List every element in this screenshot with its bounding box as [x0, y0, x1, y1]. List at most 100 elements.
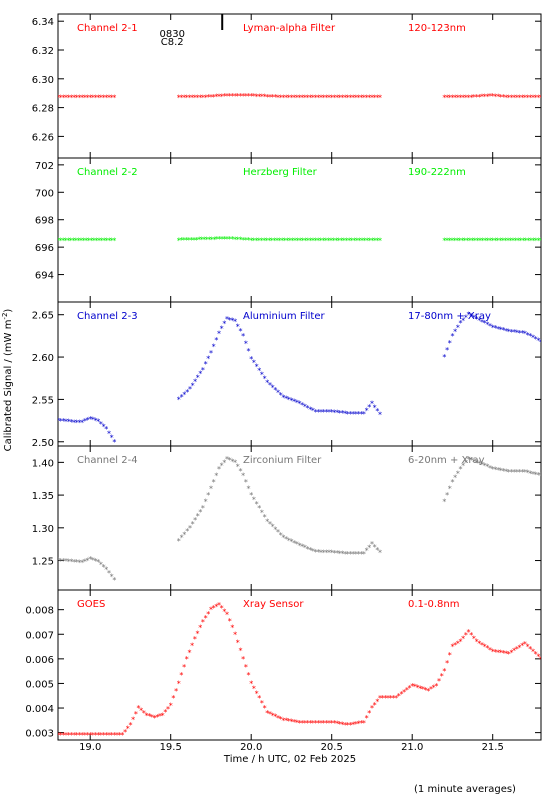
- data-point: *: [298, 719, 302, 728]
- y-tick-label: 696: [35, 243, 54, 254]
- data-point: *: [80, 94, 84, 103]
- data-point: *: [59, 94, 63, 103]
- x-tick-label: 20.5: [321, 742, 343, 753]
- data-point: *: [257, 367, 261, 376]
- data-point: *: [351, 94, 355, 103]
- data-point: *: [206, 354, 210, 363]
- data-point: *: [316, 548, 320, 557]
- data-point: *: [196, 374, 200, 383]
- data-point: *: [252, 495, 256, 504]
- data-point: *: [477, 639, 481, 648]
- data-point: *: [483, 93, 487, 102]
- data-point: *: [262, 236, 266, 245]
- data-point: *: [104, 566, 108, 575]
- data-point: *: [247, 347, 251, 356]
- data-point: *: [493, 465, 497, 474]
- data-point: *: [91, 416, 95, 425]
- data-series: ****************************************…: [58, 92, 541, 103]
- data-point: *: [498, 236, 502, 245]
- data-point: *: [308, 405, 312, 414]
- data-point: *: [402, 688, 406, 697]
- data-point: *: [187, 94, 191, 103]
- data-point: *: [298, 236, 302, 245]
- data-point: *: [252, 92, 256, 101]
- data-point: *: [64, 731, 68, 740]
- data-point: *: [496, 236, 500, 245]
- data-point: *: [222, 92, 226, 101]
- data-point: *: [539, 655, 543, 664]
- data-point: *: [475, 236, 479, 245]
- data-point: *: [496, 93, 500, 102]
- data-point: *: [212, 93, 216, 102]
- data-point: *: [485, 321, 489, 330]
- data-point: *: [201, 94, 205, 103]
- data-point: *: [230, 92, 234, 101]
- data-point: *: [247, 236, 251, 245]
- y-tick-label: 700: [35, 188, 54, 199]
- data-point: *: [448, 94, 452, 103]
- data-point: *: [442, 667, 446, 676]
- data-point: *: [524, 236, 528, 245]
- y-tick-label: 698: [35, 216, 54, 227]
- data-point: *: [271, 93, 275, 102]
- data-point: *: [56, 557, 60, 566]
- data-point: *: [96, 417, 100, 426]
- x-axis-label: Time / h UTC, 02 Feb 2025: [223, 754, 356, 765]
- data-point: *: [408, 684, 412, 693]
- data-point: *: [287, 94, 291, 103]
- data-point: *: [493, 236, 497, 245]
- data-point: *: [249, 491, 253, 500]
- data-point: *: [267, 236, 271, 245]
- data-point: *: [150, 713, 154, 722]
- data-point: *: [241, 471, 245, 480]
- data-point: *: [83, 94, 87, 103]
- data-point: *: [488, 92, 492, 101]
- data-point: *: [190, 642, 194, 651]
- data-point: *: [260, 699, 264, 708]
- data-point: *: [478, 236, 482, 245]
- data-point: *: [59, 731, 63, 740]
- data-point: *: [107, 94, 111, 103]
- data-point: *: [102, 563, 106, 572]
- data-point: *: [263, 93, 267, 102]
- footnote: (1 minute averages): [414, 784, 516, 795]
- data-point: *: [292, 718, 296, 727]
- data-point: *: [222, 607, 226, 616]
- data-point: *: [295, 94, 299, 103]
- data-point: *: [314, 548, 318, 557]
- data-point: *: [99, 731, 103, 740]
- data-point: *: [244, 236, 248, 245]
- data-point: *: [230, 457, 234, 466]
- data-point: *: [516, 236, 520, 245]
- data-point: *: [145, 711, 149, 720]
- data-point: *: [67, 94, 71, 103]
- data-point: *: [306, 236, 310, 245]
- data-point: *: [75, 558, 79, 567]
- data-point: *: [99, 94, 103, 103]
- data-point: *: [526, 643, 530, 652]
- data-point: *: [469, 93, 473, 102]
- data-point: *: [327, 408, 331, 417]
- data-point: *: [171, 694, 175, 703]
- y-tick-label: 2.65: [32, 311, 54, 322]
- data-point: *: [281, 394, 285, 403]
- data-point: *: [475, 458, 479, 467]
- data-point: *: [378, 549, 382, 558]
- data-point: *: [190, 94, 194, 103]
- y-tick-label: 6.34: [32, 17, 54, 28]
- data-point: *: [96, 94, 100, 103]
- data-point: *: [225, 611, 229, 620]
- data-point: *: [177, 537, 181, 546]
- data-point: *: [373, 236, 377, 245]
- data-point: *: [179, 94, 183, 103]
- data-point: *: [287, 396, 291, 405]
- data-point: *: [359, 410, 363, 419]
- data-point: *: [254, 236, 258, 245]
- data-point: *: [343, 721, 347, 730]
- panel-frame: [57, 157, 542, 303]
- data-point: *: [273, 525, 277, 534]
- data-point: *: [335, 409, 339, 418]
- data-point: *: [249, 92, 253, 101]
- data-point: *: [107, 236, 111, 245]
- data-point: *: [365, 547, 369, 556]
